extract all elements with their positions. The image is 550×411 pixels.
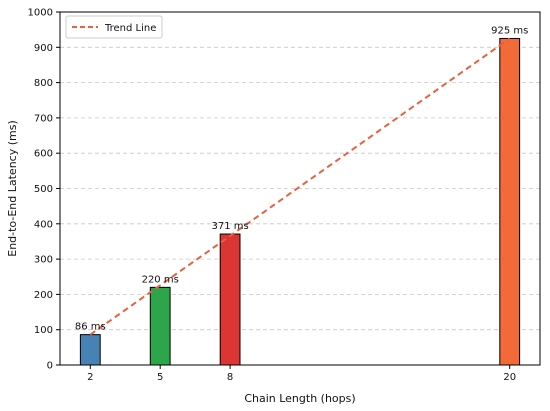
y-tick-label: 500 bbox=[34, 184, 53, 195]
y-tick-label: 600 bbox=[34, 149, 53, 160]
trend-line-layer bbox=[89, 37, 511, 336]
x-axis-ticks: 2 5 8 20 bbox=[87, 365, 516, 383]
y-tick-label: 900 bbox=[34, 43, 53, 54]
bar bbox=[499, 37, 521, 366]
trend-line bbox=[89, 37, 511, 336]
bar bbox=[79, 334, 101, 366]
bar-value-label: 220 ms bbox=[142, 274, 179, 285]
bar-value-label: 86 ms bbox=[75, 322, 106, 333]
y-tick-label: 300 bbox=[34, 255, 53, 266]
gridlines bbox=[60, 46, 540, 331]
x-tick-label: 2 bbox=[87, 372, 93, 383]
y-tick-label: 1000 bbox=[28, 8, 53, 19]
legend-box bbox=[65, 15, 163, 39]
data-labels: 86 ms 220 ms 371 ms 925 ms bbox=[75, 25, 528, 332]
bar-value-label: 371 ms bbox=[211, 221, 248, 232]
x-tick-label: 8 bbox=[227, 372, 233, 383]
x-tick-label: 20 bbox=[503, 372, 516, 383]
y-tick-label: 400 bbox=[34, 219, 53, 230]
y-tick-label: 200 bbox=[34, 290, 53, 301]
x-axis-label: Chain Length (hops) bbox=[244, 392, 355, 405]
y-tick-label: 100 bbox=[34, 325, 53, 336]
y-tick-label: 700 bbox=[34, 113, 53, 124]
y-axis-label: End-to-End Latency (ms) bbox=[6, 120, 19, 257]
legend-trend-line-label: Trend Line bbox=[104, 23, 156, 34]
bar-value-label: 925 ms bbox=[491, 25, 528, 36]
y-axis-ticks: 0 100 200 300 400 500 600 700 800 900 1000 bbox=[28, 8, 60, 372]
bar bbox=[149, 286, 171, 366]
y-tick-label: 0 bbox=[47, 361, 53, 372]
bar bbox=[219, 233, 241, 366]
legend: Trend Line bbox=[65, 15, 163, 39]
y-tick-label: 800 bbox=[34, 78, 53, 89]
bars bbox=[79, 37, 521, 366]
x-tick-label: 5 bbox=[157, 372, 163, 383]
